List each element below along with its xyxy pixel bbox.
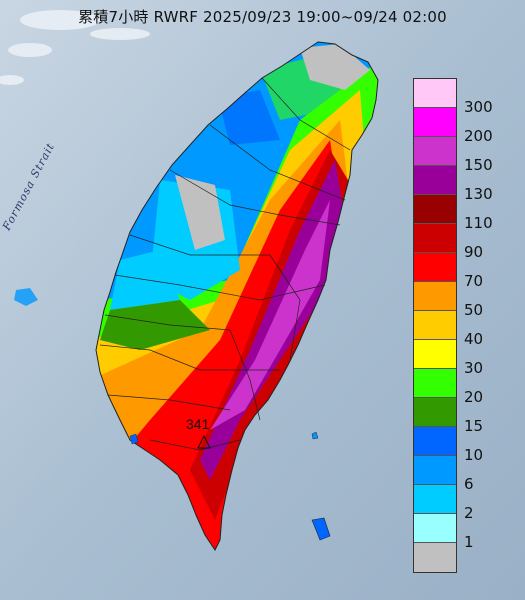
county-boundaries: [99, 77, 351, 451]
legend-label: 6: [464, 475, 474, 493]
legend-swatch: [414, 456, 456, 485]
legend-swatch: [414, 427, 456, 456]
legend-swatch: [414, 108, 456, 137]
legend-label: 1: [464, 533, 474, 551]
legend-swatch: [414, 253, 456, 282]
legend-label: 15: [464, 417, 484, 435]
legend-label: 10: [464, 446, 484, 464]
legend-label: 300: [464, 98, 493, 116]
legend-swatch: [414, 340, 456, 369]
color-legend: [413, 78, 457, 573]
legend-label: 150: [464, 156, 493, 174]
legend-swatch: [414, 166, 456, 195]
legend-label: 200: [464, 127, 493, 145]
legend-label: 20: [464, 388, 484, 406]
legend-label: 110: [464, 214, 493, 232]
triangle-marker-icon: [197, 434, 211, 449]
legend-label: 2: [464, 504, 474, 522]
offshore-islands: [14, 288, 331, 541]
coastline: [95, 41, 379, 551]
cloud-patches: [0, 10, 150, 85]
legend-label: 90: [464, 243, 484, 261]
max-rainfall-label: 341: [186, 416, 210, 432]
legend-label: 130: [464, 185, 493, 203]
legend-label: 30: [464, 359, 484, 377]
legend-label: 50: [464, 301, 484, 319]
legend-swatch: [414, 369, 456, 398]
legend-label: 40: [464, 330, 484, 348]
legend-swatch: [414, 79, 456, 108]
legend-label: 70: [464, 272, 484, 290]
legend-swatch: [414, 137, 456, 166]
legend-swatch: [414, 398, 456, 427]
legend-swatch: [414, 514, 456, 543]
legend-swatch: [414, 311, 456, 340]
legend-swatch: [414, 543, 456, 572]
legend-swatch: [414, 195, 456, 224]
map-title: 累積7小時 RWRF 2025/09/23 19:00~09/24 02:00: [78, 8, 447, 26]
legend-swatch: [414, 485, 456, 514]
legend-swatch: [414, 282, 456, 311]
legend-swatch: [414, 224, 456, 253]
